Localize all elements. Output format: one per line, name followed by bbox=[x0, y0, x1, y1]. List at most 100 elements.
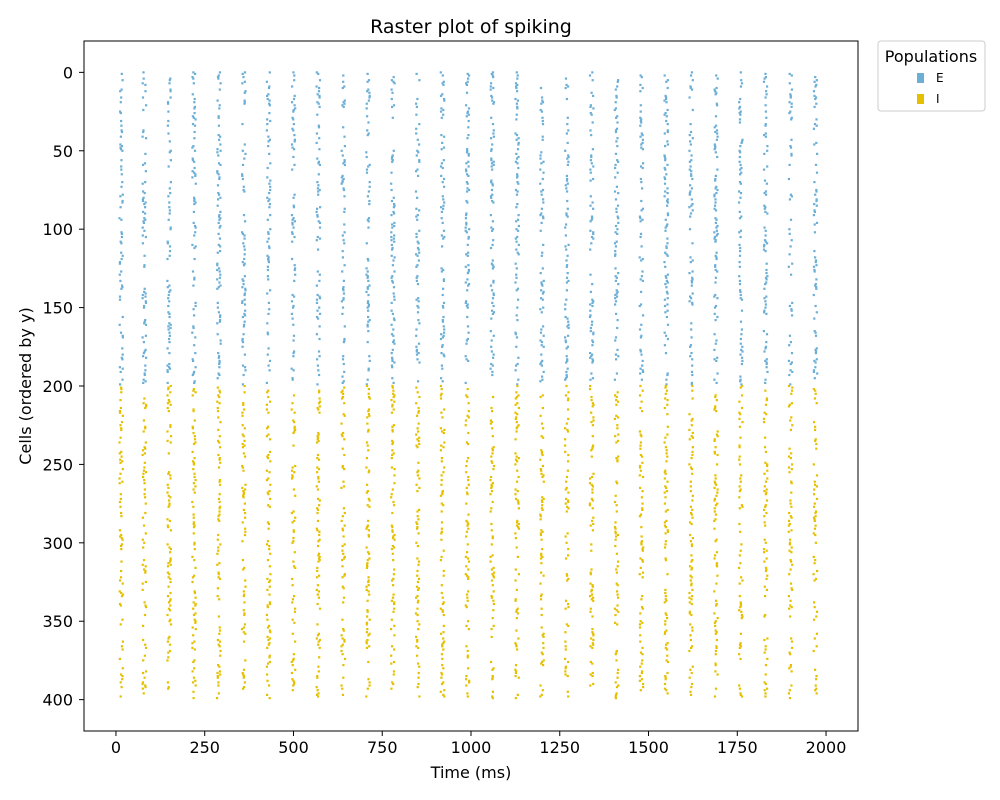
spike-e bbox=[440, 174, 443, 177]
spike-i bbox=[515, 416, 518, 419]
spike-i bbox=[417, 671, 420, 675]
spike-e bbox=[294, 107, 297, 110]
spike-i bbox=[316, 593, 319, 596]
spike-e bbox=[663, 331, 666, 334]
spike-e bbox=[368, 163, 371, 166]
spike-e bbox=[514, 262, 517, 265]
spike-e bbox=[716, 155, 719, 159]
spike-e bbox=[739, 229, 742, 232]
spike-e bbox=[391, 154, 394, 157]
spike-e bbox=[142, 129, 145, 132]
spike-i bbox=[666, 654, 669, 657]
spike-e bbox=[192, 372, 195, 375]
spike-e bbox=[541, 292, 545, 295]
spike-i bbox=[393, 602, 396, 606]
spike-i bbox=[465, 471, 468, 474]
spike-e bbox=[367, 320, 370, 323]
spike-i bbox=[442, 648, 445, 651]
spike-i bbox=[167, 637, 170, 640]
spike-e bbox=[318, 94, 321, 97]
spike-e bbox=[366, 306, 369, 309]
spike-e bbox=[616, 215, 619, 218]
spike-i bbox=[293, 425, 296, 428]
spike-e bbox=[639, 372, 642, 375]
spike-e bbox=[318, 297, 322, 300]
spike-i bbox=[738, 496, 741, 499]
spike-i bbox=[790, 551, 793, 554]
spike-i bbox=[316, 676, 319, 679]
spike-e bbox=[613, 190, 617, 193]
spike-i bbox=[714, 513, 717, 516]
spike-i bbox=[340, 391, 343, 394]
spike-e bbox=[292, 155, 295, 159]
spike-i bbox=[540, 693, 543, 696]
spike-e bbox=[640, 275, 643, 278]
spike-i bbox=[291, 689, 294, 692]
spike-i bbox=[590, 637, 593, 640]
spike-i bbox=[169, 618, 172, 621]
spike-i bbox=[688, 438, 691, 441]
spike-i bbox=[168, 504, 171, 507]
spike-e bbox=[639, 177, 642, 181]
spike-i bbox=[615, 659, 618, 662]
spike-e bbox=[368, 181, 371, 184]
spike-i bbox=[218, 483, 222, 486]
spike-i bbox=[615, 692, 618, 695]
spike-i bbox=[665, 449, 668, 452]
spike-i bbox=[541, 548, 544, 551]
spike-e bbox=[242, 76, 245, 79]
spike-e bbox=[216, 170, 219, 173]
spike-e bbox=[491, 99, 494, 102]
spike-e bbox=[315, 85, 318, 88]
spike-e bbox=[194, 118, 197, 121]
spike-i bbox=[540, 554, 543, 557]
spike-i bbox=[764, 524, 767, 527]
spike-e bbox=[664, 283, 667, 286]
spike-i bbox=[790, 402, 793, 405]
spike-e bbox=[691, 373, 694, 377]
spike-e bbox=[442, 325, 445, 328]
spike-i bbox=[812, 573, 815, 576]
spike-e bbox=[440, 217, 443, 220]
spike-i bbox=[366, 638, 369, 642]
spike-e bbox=[267, 257, 270, 261]
spike-e bbox=[217, 198, 220, 201]
spike-i bbox=[290, 408, 293, 411]
spike-i bbox=[738, 554, 741, 557]
spike-e bbox=[639, 90, 642, 93]
spike-i bbox=[217, 549, 220, 552]
spike-i bbox=[439, 427, 442, 430]
spike-e bbox=[765, 268, 768, 272]
spike-e bbox=[392, 237, 395, 240]
spike-e bbox=[216, 262, 219, 265]
spike-i bbox=[664, 540, 667, 543]
spike-i bbox=[489, 555, 492, 558]
spike-i bbox=[690, 582, 693, 585]
spike-e bbox=[144, 235, 147, 239]
spike-i bbox=[641, 646, 644, 649]
spike-e bbox=[366, 80, 369, 83]
spike-i bbox=[341, 389, 344, 392]
spike-e bbox=[614, 163, 617, 166]
spike-e bbox=[144, 292, 147, 295]
spike-i bbox=[590, 598, 593, 601]
spike-i bbox=[342, 480, 345, 483]
spike-e bbox=[638, 256, 641, 259]
spike-e bbox=[241, 286, 244, 289]
spike-e bbox=[765, 116, 768, 119]
spike-e bbox=[415, 328, 418, 331]
spike-e bbox=[540, 361, 543, 364]
spike-e bbox=[193, 105, 196, 108]
spike-e bbox=[391, 155, 394, 159]
spike-i bbox=[294, 516, 297, 519]
plot-area bbox=[83, 40, 859, 732]
spike-i bbox=[615, 414, 618, 417]
spike-e bbox=[342, 341, 345, 344]
spike-e bbox=[541, 135, 544, 138]
spike-i bbox=[392, 610, 395, 613]
spike-e bbox=[665, 97, 668, 101]
spike-e bbox=[441, 367, 444, 370]
spike-i bbox=[714, 620, 717, 623]
spike-i bbox=[541, 504, 544, 507]
spike-i bbox=[789, 502, 792, 505]
